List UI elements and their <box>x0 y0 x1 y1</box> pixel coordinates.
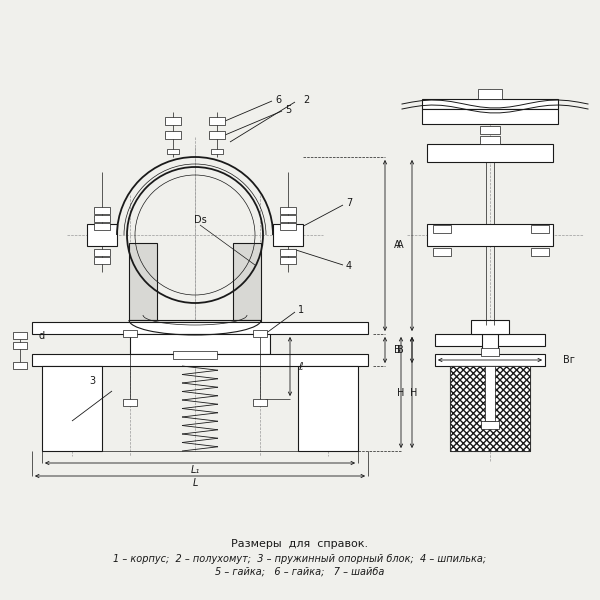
Text: 3: 3 <box>89 376 95 386</box>
Bar <box>253 399 267 406</box>
Bar <box>480 126 500 134</box>
Bar <box>485 366 495 421</box>
Bar <box>280 223 296 230</box>
Text: ℓ: ℓ <box>298 361 302 371</box>
Text: Bг: Bг <box>563 355 575 365</box>
Bar <box>481 421 499 429</box>
Bar <box>280 249 296 256</box>
Text: A: A <box>394 241 401 251</box>
Bar <box>129 320 261 328</box>
Text: L₁: L₁ <box>190 465 200 475</box>
Text: 4: 4 <box>346 261 352 271</box>
Bar <box>531 248 549 256</box>
Bar <box>435 354 545 366</box>
Bar <box>482 334 498 354</box>
Bar <box>481 348 499 356</box>
Bar <box>433 225 451 233</box>
Bar <box>209 117 225 125</box>
Bar <box>94 257 110 264</box>
Bar <box>13 332 27 339</box>
Bar <box>173 351 217 359</box>
Bar <box>422 109 558 124</box>
Bar <box>94 249 110 256</box>
Bar <box>273 224 303 246</box>
Text: 1: 1 <box>298 305 304 315</box>
Bar <box>209 131 225 139</box>
Bar <box>165 131 181 139</box>
Bar <box>94 223 110 230</box>
Bar <box>94 215 110 222</box>
Bar <box>422 99 558 109</box>
Bar <box>13 342 27 349</box>
Bar <box>165 117 181 125</box>
Bar <box>233 243 261 320</box>
Bar <box>13 362 27 369</box>
Text: 2: 2 <box>303 95 309 105</box>
Text: 5: 5 <box>285 105 291 115</box>
Bar <box>123 330 137 337</box>
Bar <box>253 330 267 337</box>
Bar <box>280 207 296 214</box>
Bar <box>280 215 296 222</box>
Bar <box>450 366 530 451</box>
Bar <box>280 257 296 264</box>
Text: A: A <box>397 241 404 251</box>
Bar <box>427 144 553 162</box>
Bar <box>427 224 553 246</box>
Bar <box>87 224 117 246</box>
Bar <box>211 149 223 154</box>
Text: Ds: Ds <box>194 215 206 225</box>
Bar <box>450 366 530 451</box>
Bar <box>471 320 509 334</box>
Text: 6: 6 <box>275 95 281 105</box>
Bar <box>480 136 500 144</box>
Text: 1 – корпус;  2 – полухомут;  3 – пружинный опорный блок;  4 – шпилька;: 1 – корпус; 2 – полухомут; 3 – пружинный… <box>113 554 487 564</box>
Bar <box>435 334 545 346</box>
Bar <box>123 399 137 406</box>
Text: L: L <box>193 478 197 488</box>
Bar <box>433 248 451 256</box>
Bar <box>129 243 157 320</box>
Bar <box>167 149 179 154</box>
Bar <box>94 207 110 214</box>
Bar <box>478 89 502 99</box>
Text: d: d <box>39 331 45 341</box>
Bar <box>298 366 358 451</box>
Text: 5 – гайка;   6 – гайка;   7 – шайба: 5 – гайка; 6 – гайка; 7 – шайба <box>215 567 385 577</box>
Text: H: H <box>410 388 418 397</box>
Text: H: H <box>397 388 404 397</box>
Bar <box>32 354 368 366</box>
Bar <box>531 225 549 233</box>
Text: B: B <box>397 345 404 355</box>
Text: B: B <box>394 345 401 355</box>
Text: Размеры  для  справок.: Размеры для справок. <box>232 539 368 549</box>
Text: 7: 7 <box>346 198 352 208</box>
Bar <box>42 366 102 451</box>
Bar <box>32 322 368 334</box>
Bar <box>130 334 270 354</box>
